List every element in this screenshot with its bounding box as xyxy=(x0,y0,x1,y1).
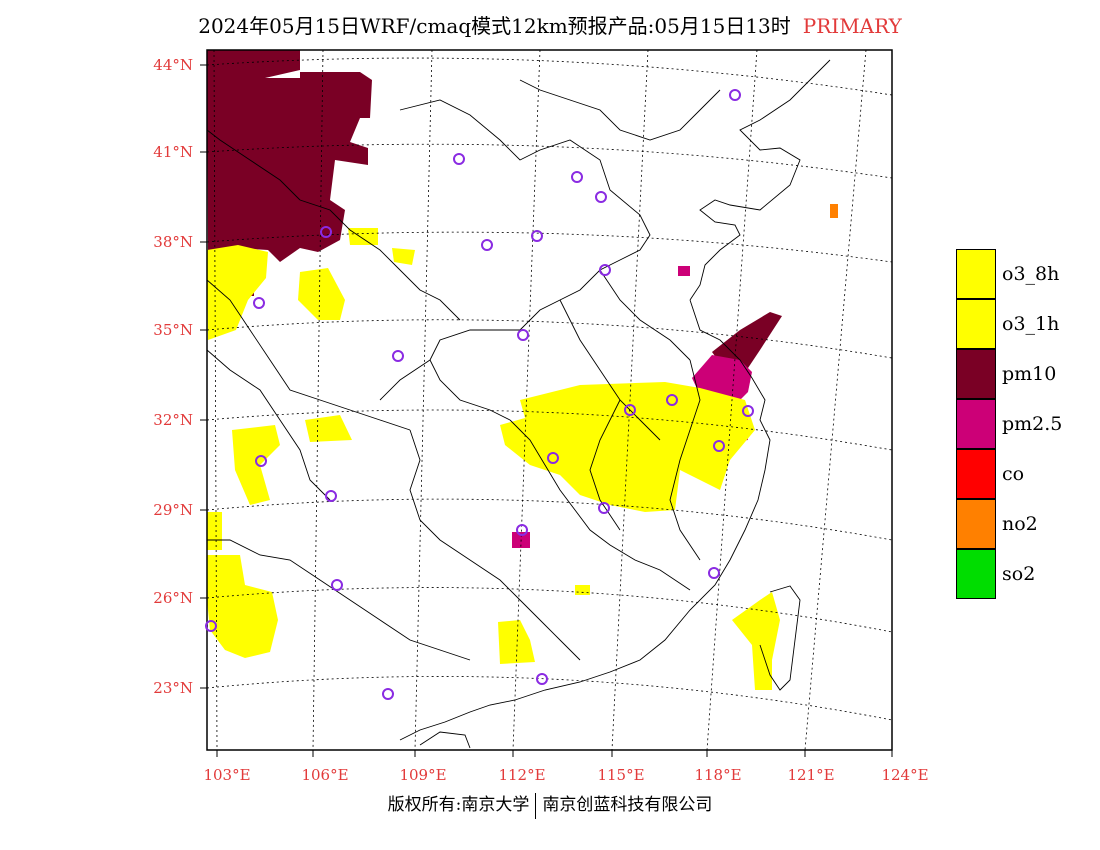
station-marker xyxy=(331,579,343,591)
station-marker xyxy=(713,440,725,452)
station-marker xyxy=(624,404,636,416)
lon-label-106: 106°E xyxy=(301,766,348,784)
station-marker xyxy=(325,490,337,502)
legend-label: o3_8h xyxy=(1002,263,1060,285)
lon-label-124: 124°E xyxy=(881,766,928,784)
copyright-left: 版权所有:南京大学 xyxy=(387,795,530,815)
axis-ticks xyxy=(200,64,893,757)
latitude-labels: 44°N 41°N 38°N 35°N 32°N 29°N 26°N 23°N xyxy=(153,56,193,697)
o3-area-west-mid xyxy=(305,415,352,442)
station-marker xyxy=(547,452,559,464)
lon-label-109: 109°E xyxy=(399,766,446,784)
legend-label: no2 xyxy=(1002,513,1038,535)
map-title: 2024年05月15日WRF/cmaq模式12km预报产品:05月15日13时 P… xyxy=(0,10,1100,39)
station-markers xyxy=(205,89,754,700)
o3-area-west-edge xyxy=(207,512,222,550)
legend-swatch xyxy=(956,399,996,449)
taiwan-outline xyxy=(759,585,801,691)
coastline xyxy=(399,59,831,741)
station-marker xyxy=(320,226,332,238)
pm10-area-northwest xyxy=(207,50,372,262)
lon-label-115: 115°E xyxy=(597,766,644,784)
lon-label-118: 118°E xyxy=(694,766,741,784)
legend-label: o3_1h xyxy=(1002,313,1060,335)
station-marker xyxy=(516,524,528,536)
lat-label-38: 38°N xyxy=(153,233,193,251)
graticule xyxy=(206,49,893,751)
legend-label: pm10 xyxy=(1002,363,1057,385)
o3-area-south-small xyxy=(575,585,590,595)
lat-label-44: 44°N xyxy=(153,56,193,74)
legend-swatch xyxy=(956,249,996,299)
station-marker xyxy=(599,264,611,276)
admin-boundaries xyxy=(206,59,831,749)
station-marker xyxy=(517,329,529,341)
station-marker xyxy=(708,567,720,579)
lat-label-32: 32°N xyxy=(153,411,193,429)
o3-area-southwest xyxy=(207,555,278,658)
station-marker xyxy=(382,688,394,700)
map-frame xyxy=(206,49,893,751)
station-marker xyxy=(536,673,548,685)
station-marker xyxy=(481,239,493,251)
o3-area-north-strip xyxy=(348,228,378,245)
legend-swatch xyxy=(956,499,996,549)
o3-area-north-small xyxy=(392,248,415,265)
o3-area-south xyxy=(498,620,535,664)
longitude-labels: 103°E 106°E 109°E 112°E 115°E 118°E 121°… xyxy=(203,766,928,784)
legend-label: co xyxy=(1002,463,1025,485)
station-marker xyxy=(742,405,754,417)
station-marker xyxy=(595,191,607,203)
copyright-right: 南京创蓝科技有限公司 xyxy=(542,795,713,815)
o3-area-northwest-edge xyxy=(207,245,268,340)
station-marker xyxy=(392,350,404,362)
station-marker xyxy=(453,153,465,165)
title-main: 2024年05月15日WRF/cmaq模式12km预报产品:05月15日13时 xyxy=(198,14,791,38)
no2-spot xyxy=(830,204,838,218)
pollutant-areas xyxy=(207,50,838,690)
lat-label-26: 26°N xyxy=(153,589,193,607)
station-marker xyxy=(571,171,583,183)
lat-label-29: 29°N xyxy=(153,501,193,519)
lon-label-112: 112°E xyxy=(498,766,545,784)
lat-label-35: 35°N xyxy=(153,321,193,339)
station-marker xyxy=(531,230,543,242)
station-marker xyxy=(729,89,741,101)
pm25-spot-shandong xyxy=(678,266,690,276)
legend-swatch xyxy=(956,549,996,599)
lon-label-103: 103°E xyxy=(203,766,250,784)
legend-label: pm2.5 xyxy=(1002,413,1063,435)
hainan-outline xyxy=(419,731,471,749)
station-marker xyxy=(666,394,678,406)
station-marker xyxy=(598,502,610,514)
lat-label-41: 41°N xyxy=(153,143,193,161)
footer-separator xyxy=(535,792,537,819)
legend-swatch xyxy=(956,299,996,349)
o3-area-center-west xyxy=(298,268,345,320)
station-marker xyxy=(255,455,267,467)
copyright-footer: 版权所有:南京大学 南京创蓝科技有限公司 xyxy=(0,790,1100,819)
o3-area-east-central xyxy=(500,382,755,512)
pm10-area-east xyxy=(712,312,782,370)
lon-label-121: 121°E xyxy=(787,766,834,784)
station-marker xyxy=(205,620,217,632)
o3-area-taiwan xyxy=(732,592,780,690)
o3-area-west-south xyxy=(232,425,280,505)
lat-label-23: 23°N xyxy=(153,679,193,697)
legend-label: so2 xyxy=(1002,563,1036,585)
legend-swatch xyxy=(956,349,996,399)
station-marker xyxy=(253,297,265,309)
title-primary-tag: PRIMARY xyxy=(802,14,902,38)
legend-swatch xyxy=(956,449,996,499)
